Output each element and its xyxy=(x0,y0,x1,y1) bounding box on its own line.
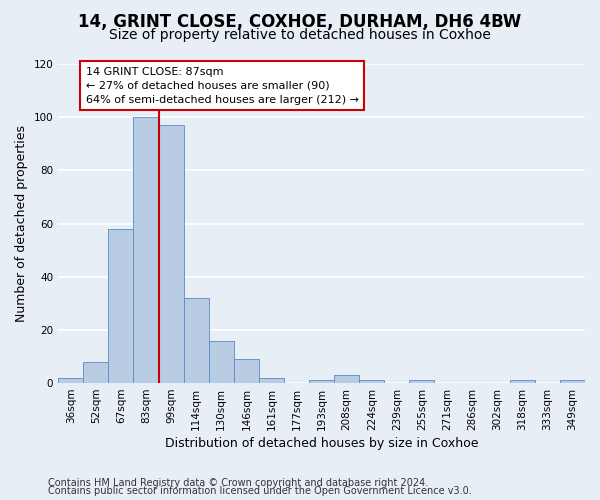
Bar xyxy=(209,340,234,383)
Bar xyxy=(560,380,585,383)
Bar xyxy=(359,380,385,383)
Text: Contains HM Land Registry data © Crown copyright and database right 2024.: Contains HM Land Registry data © Crown c… xyxy=(48,478,428,488)
Bar xyxy=(58,378,83,383)
Bar xyxy=(158,125,184,383)
Bar xyxy=(309,380,334,383)
Text: 14, GRINT CLOSE, COXHOE, DURHAM, DH6 4BW: 14, GRINT CLOSE, COXHOE, DURHAM, DH6 4BW xyxy=(79,12,521,30)
Bar xyxy=(510,380,535,383)
X-axis label: Distribution of detached houses by size in Coxhoe: Distribution of detached houses by size … xyxy=(165,437,478,450)
Bar xyxy=(109,229,133,383)
Y-axis label: Number of detached properties: Number of detached properties xyxy=(15,125,28,322)
Bar xyxy=(409,380,434,383)
Text: 14 GRINT CLOSE: 87sqm
← 27% of detached houses are smaller (90)
64% of semi-deta: 14 GRINT CLOSE: 87sqm ← 27% of detached … xyxy=(86,66,359,104)
Bar xyxy=(334,375,359,383)
Bar xyxy=(234,359,259,383)
Bar xyxy=(259,378,284,383)
Text: Size of property relative to detached houses in Coxhoe: Size of property relative to detached ho… xyxy=(109,28,491,42)
Text: Contains public sector information licensed under the Open Government Licence v3: Contains public sector information licen… xyxy=(48,486,472,496)
Bar xyxy=(133,117,158,383)
Bar xyxy=(83,362,109,383)
Bar xyxy=(184,298,209,383)
